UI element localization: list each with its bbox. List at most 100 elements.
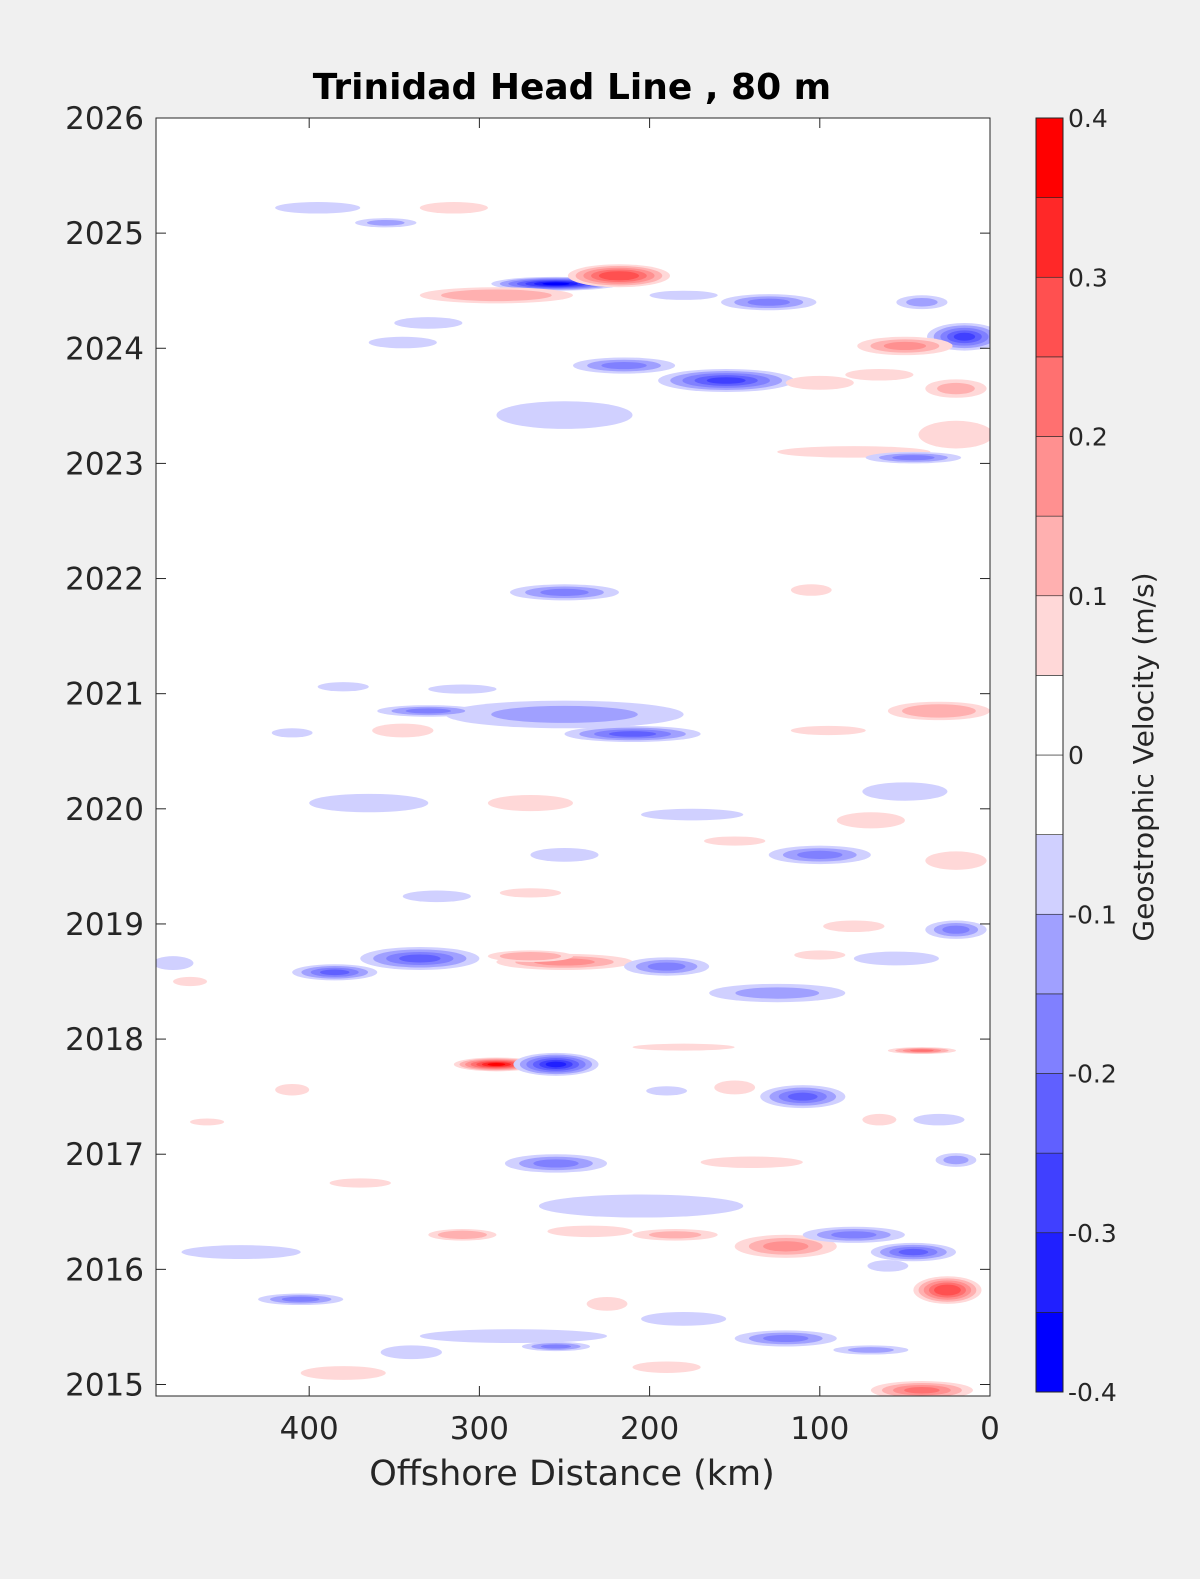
contour-level — [606, 272, 632, 279]
contour-feature — [857, 336, 953, 356]
colorbar-tick-label: -0.4 — [1068, 1378, 1117, 1407]
contour-level — [530, 847, 599, 862]
contour-level — [641, 808, 744, 821]
contour-feature — [865, 451, 962, 464]
contour-feature — [258, 1293, 344, 1306]
contour-feature — [419, 287, 573, 304]
colorbar-swatch — [1035, 1232, 1064, 1313]
contour-level — [910, 1049, 934, 1052]
contour-feature — [853, 951, 939, 966]
contour-level — [806, 448, 901, 456]
contour-feature — [734, 1234, 837, 1258]
contour-feature — [419, 202, 488, 214]
y-tick-label: 2025 — [65, 216, 144, 252]
contour-feature — [567, 264, 671, 288]
contour-level — [913, 1113, 965, 1126]
contour-level — [399, 954, 441, 963]
colorbar-tick-label: 0.3 — [1068, 263, 1108, 292]
contour-feature — [360, 946, 480, 971]
contour-feature — [309, 793, 429, 813]
x-tick-label: 200 — [620, 1411, 679, 1447]
contour-feature — [292, 964, 378, 981]
contour-feature — [768, 845, 871, 865]
contour-feature — [734, 1330, 837, 1347]
contour-feature — [394, 317, 463, 329]
contour-level — [641, 1311, 727, 1326]
y-tick-label: 2020 — [65, 792, 144, 828]
contour-feature — [538, 1194, 744, 1218]
contour-feature — [547, 1225, 633, 1238]
contour-level — [196, 1119, 218, 1125]
contour-level — [645, 1363, 688, 1371]
contour-level — [419, 202, 488, 214]
contour-feature — [802, 1226, 905, 1243]
contour-feature — [913, 1113, 965, 1126]
contour-level — [648, 1231, 702, 1239]
contour-feature — [935, 1153, 977, 1167]
contour-feature — [190, 1118, 225, 1126]
contour-feature — [300, 1366, 386, 1380]
contour-level — [341, 1180, 380, 1186]
contour-level — [704, 836, 766, 846]
contour-feature — [445, 700, 684, 729]
contour-feature — [530, 847, 599, 862]
contour-feature — [887, 1047, 956, 1055]
colorbar-tick-label: 0.4 — [1068, 104, 1108, 133]
colorbar-frame — [1035, 117, 1064, 1393]
colorbar-swatch — [1035, 595, 1064, 676]
contour-level — [790, 725, 866, 736]
y-axis: 2015 2016 2017 2018 2019 2020 2021 2022 2023 2024… — [65, 101, 990, 1403]
contour-feature — [760, 1085, 846, 1109]
colorbar-swatch — [1035, 754, 1064, 835]
contour-level — [594, 1299, 620, 1309]
contour-level — [798, 378, 841, 388]
contour-level — [942, 925, 970, 934]
contour-level — [601, 361, 647, 370]
contour-feature — [355, 218, 417, 228]
contour-feature — [271, 728, 313, 738]
contour-feature — [632, 1361, 701, 1373]
colorbar-tick-label: -0.2 — [1068, 1060, 1117, 1089]
contour-level — [511, 890, 550, 896]
colorbar-tick-label: -0.1 — [1068, 900, 1117, 929]
contour-level — [834, 922, 873, 930]
colorbar-swatch — [1035, 197, 1064, 278]
contour-level — [419, 1329, 608, 1344]
contour-level — [831, 1231, 877, 1239]
contour-feature — [785, 375, 854, 390]
contour-feature — [790, 725, 866, 736]
contour-level — [787, 1092, 818, 1101]
contour-level — [953, 332, 976, 341]
contour-feature — [564, 725, 701, 743]
contour-feature — [521, 1341, 591, 1352]
contour-level — [646, 1086, 688, 1096]
y-tick-label: 2016 — [65, 1252, 144, 1288]
contour-feature — [833, 1345, 909, 1355]
contour-level — [271, 728, 313, 738]
contour-level — [722, 1083, 748, 1092]
y-tick-label: 2022 — [65, 562, 144, 598]
contour-field — [156, 202, 990, 1396]
contour-level — [898, 1248, 929, 1256]
contour-feature — [329, 1178, 391, 1188]
contour-level — [892, 455, 935, 461]
contour-feature — [624, 957, 710, 976]
x-axis: 400 300 200 100 0 — [280, 118, 1000, 1447]
contour-level — [797, 850, 843, 859]
axes-background — [156, 118, 990, 1396]
contour-feature — [419, 1329, 608, 1344]
colorbar-tick-label: 0 — [1068, 741, 1084, 770]
contour-feature — [721, 294, 817, 311]
contour-level — [504, 798, 557, 809]
contour-feature — [896, 295, 948, 310]
contour-level — [309, 793, 429, 813]
contour-level — [368, 336, 437, 349]
contour-feature — [836, 812, 905, 829]
contour-feature — [156, 956, 194, 970]
colorbar-swatch — [1035, 675, 1064, 756]
contour-feature — [887, 701, 990, 721]
y-tick-label: 2024 — [65, 331, 144, 367]
contour-level — [747, 298, 790, 306]
contour-feature — [709, 983, 846, 1003]
